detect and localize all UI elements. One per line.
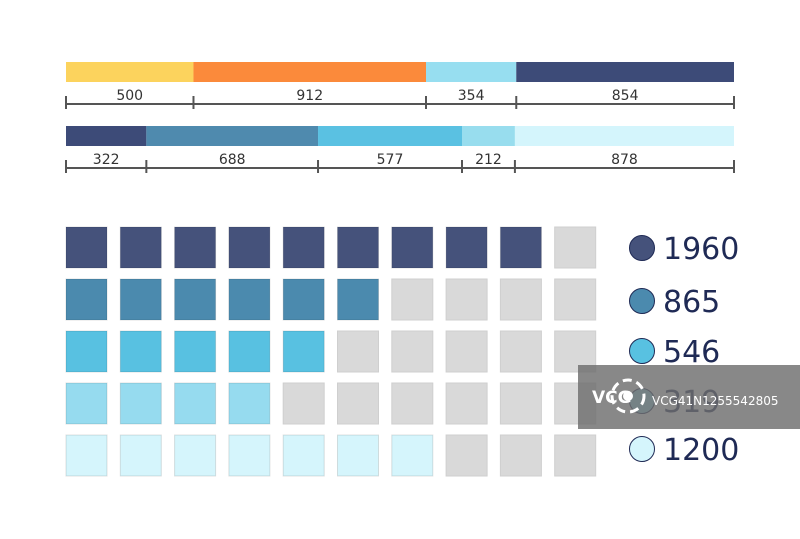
waffle-cell-filled	[337, 434, 379, 477]
waffle-cell-filled	[499, 226, 542, 269]
waffle-cell-filled	[282, 434, 325, 477]
waffle-cell-filled	[119, 330, 162, 373]
waffle-cell-filled	[228, 330, 271, 373]
waffle-cell-filled	[65, 382, 108, 425]
waffle-cell-filled	[391, 434, 434, 477]
bar-segment	[462, 126, 515, 146]
waffle-cell-filled	[282, 278, 325, 321]
bar-segment	[193, 62, 427, 82]
waffle-cell-filled	[119, 382, 162, 425]
bar-segment	[66, 62, 194, 82]
bar-segment-label: 322	[93, 152, 120, 168]
waffle-cell-filled	[119, 226, 162, 269]
waffle-grid	[65, 226, 597, 477]
waffle-cell-filled	[445, 226, 488, 269]
bar-segment	[66, 126, 147, 146]
waffle-cell-empty	[391, 330, 434, 373]
waffle-cell-filled	[337, 278, 379, 321]
waffle-cell-filled	[282, 226, 325, 269]
legend-swatch-icon	[629, 235, 655, 261]
bar-segment-label: 912	[296, 88, 323, 104]
legend-swatch-icon	[629, 288, 655, 314]
stacked-bar-1: 500 912 354 854	[65, 62, 735, 109]
bar-segment	[318, 126, 463, 146]
bar-segment	[516, 62, 734, 82]
watermark: VCG VCG41N1255542805	[578, 365, 800, 429]
waffle-cell-empty	[445, 434, 488, 477]
waffle-cell-filled	[174, 434, 217, 477]
waffle-cell-empty	[337, 382, 379, 425]
waffle-cell-empty	[499, 330, 542, 373]
bar-segment-label: 500	[116, 88, 143, 104]
waffle-cell-filled	[337, 226, 379, 269]
bar-segment-label: 878	[611, 152, 638, 168]
waffle-cell-empty	[499, 278, 542, 321]
watermark-brand: VCG	[592, 388, 632, 408]
waffle-cell-filled	[228, 382, 271, 425]
watermark-logo-icon	[610, 378, 646, 414]
bar-segment-label: 354	[458, 88, 485, 104]
legend-swatch-icon	[629, 338, 655, 364]
waffle-cell-filled	[119, 434, 162, 477]
waffle-cell-empty	[282, 382, 325, 425]
bar-segment	[426, 62, 517, 82]
bar-segment-label: 688	[219, 152, 246, 168]
waffle-cell-empty	[554, 278, 597, 321]
watermark-band	[578, 365, 800, 429]
waffle-cell-filled	[228, 226, 271, 269]
bar-segment	[146, 126, 319, 146]
legend-value-label: 546	[663, 335, 720, 370]
waffle-cell-filled	[174, 330, 217, 373]
waffle-cell-empty	[499, 382, 542, 425]
waffle-cell-filled	[65, 226, 108, 269]
waffle-cell-filled	[228, 434, 271, 477]
legend-swatch-icon	[629, 436, 655, 462]
waffle-cell-filled	[228, 278, 271, 321]
waffle-cell-filled	[174, 382, 217, 425]
waffle-cell-empty	[391, 382, 434, 425]
waffle-cell-filled	[65, 278, 108, 321]
legend-value-label: 1200	[663, 433, 739, 468]
waffle-legend: 19608655463191200	[629, 232, 739, 468]
bar-segment-label: 212	[475, 152, 502, 168]
waffle-cell-filled	[282, 330, 325, 373]
bar-segment-label: 577	[377, 152, 404, 168]
waffle-cell-empty	[499, 434, 542, 477]
waffle-cell-empty	[445, 382, 488, 425]
waffle-cell-empty	[554, 226, 597, 269]
waffle-cell-filled	[174, 278, 217, 321]
legend-value-label: 865	[663, 285, 720, 320]
bar-segment-label: 854	[612, 88, 639, 104]
waffle-cell-empty	[445, 278, 488, 321]
stacked-bar-2: 322 688 577 212 878	[65, 126, 735, 173]
waffle-cell-empty	[337, 330, 379, 373]
waffle-cell-filled	[65, 434, 108, 477]
waffle-cell-filled	[119, 278, 162, 321]
waffle-cell-empty	[391, 278, 434, 321]
waffle-cell-filled	[174, 226, 217, 269]
waffle-cell-filled	[391, 226, 434, 269]
watermark-id: VCG41N1255542805	[652, 394, 778, 408]
bar-segment	[514, 126, 734, 146]
waffle-cell-filled	[65, 330, 108, 373]
waffle-cell-empty	[445, 330, 488, 373]
waffle-cell-empty	[554, 434, 597, 477]
legend-value-label: 1960	[663, 232, 739, 267]
